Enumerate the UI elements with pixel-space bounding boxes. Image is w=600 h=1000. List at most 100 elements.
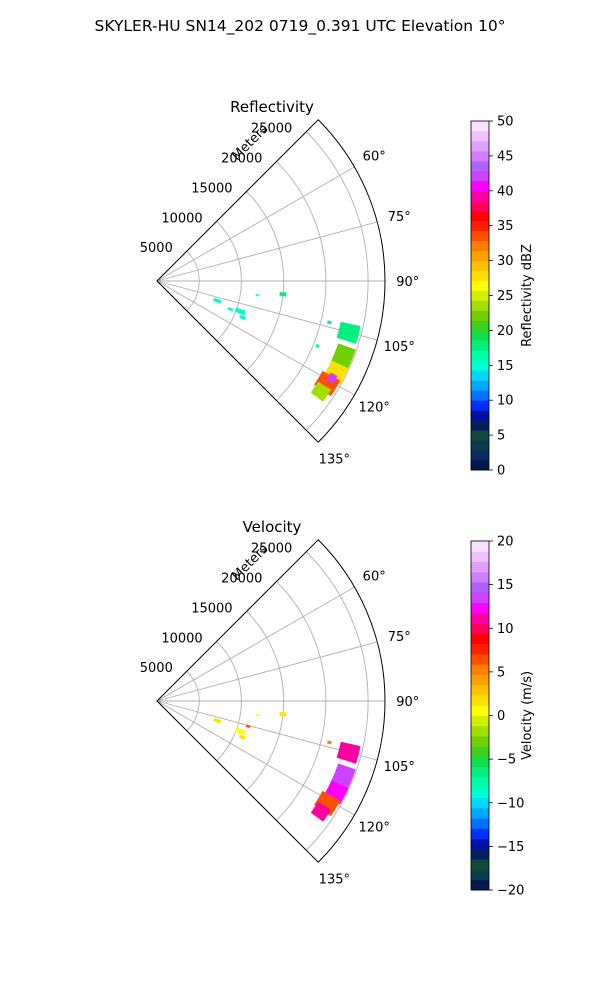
colorbar-swatch [471,561,489,573]
colorbar-swatch [471,777,489,788]
colorbar-reflectivity: 0 5 10 15 20 25 30 35 40 45 50 Reflectivity dBZ [470,115,535,479]
radar-echo [327,320,332,325]
colorbar-swatch [471,150,489,162]
colorbar-swatch [471,674,489,686]
colorbar-swatch [471,582,489,593]
colorbar-swatch [471,664,489,675]
colorbar-swatch [471,807,489,819]
theta-tick-label: 120° [359,400,390,415]
colorbar-swatch [471,210,489,222]
radar-echo [310,381,332,402]
radar-echo [239,314,246,320]
colorbar-swatch [471,602,489,614]
colorbar-tick-label: 20 [497,324,514,339]
colorbar-swatch [471,653,489,665]
colorbar-swatch [471,684,489,696]
colorbar-tick-label: 50 [497,115,514,130]
theta-tick-label: 75° [388,210,411,225]
colorbar-swatch [471,420,489,431]
radar-echo [234,727,246,736]
colorbar-swatch [471,736,489,747]
theta-tick-label: 60° [363,150,386,165]
r-tick-label: 15000 [191,181,232,196]
colorbar-swatch [471,180,489,192]
radar-echo [255,714,260,717]
radar-echo [239,734,246,740]
colorbar-swatch [471,170,489,182]
polar-spine [156,539,386,863]
colorbar-swatch [471,390,489,401]
colorbar-swatch [471,130,489,142]
colorbar-tick-label: 35 [497,219,514,234]
colorbar-swatch [471,592,489,603]
colorbar-swatch [471,571,489,583]
colorbar-swatch [471,797,489,809]
r-tick-label: 10000 [161,631,202,646]
panel-title-reflectivity: Reflectivity [230,98,314,116]
grid-spoke [156,166,355,282]
r-tick-label: 5000 [140,661,173,676]
colorbar-swatch [471,380,489,391]
theta-tick-label: 135° [319,872,350,887]
colorbar-swatch [471,370,489,381]
colorbar-swatch [471,360,489,371]
colorbar-swatch [471,612,489,624]
colorbar-swatch [471,766,489,778]
colorbar-swatch [471,787,489,799]
r-tick-label: 20000 [221,572,262,587]
colorbar-swatch [471,200,489,212]
theta-tick-label: 105° [384,340,415,355]
colorbar-swatch [471,848,489,860]
colorbar-swatch [471,310,489,321]
colorbar-swatch [471,440,489,451]
colorbar-swatch [471,160,489,172]
colorbar-swatch [471,240,489,252]
colorbar-swatch [471,460,489,471]
colorbar-swatch [471,140,489,152]
grid-spoke [156,641,378,702]
colorbar-swatch [471,280,489,291]
colorbar-tick-label: 20 [497,535,514,550]
colorbar-tick-label: 15 [497,578,514,593]
colorbar-swatch [471,633,489,645]
colorbar-tick-label: 10 [497,622,514,637]
r-tick-label: 15000 [191,601,232,616]
colorbar-swatch [471,828,489,840]
colorbar-swatch [471,756,489,768]
radar-echo [279,291,287,297]
r-tick-label: 20000 [221,152,262,167]
colorbar-swatch [471,270,489,281]
colorbar-tick-label: 45 [497,149,514,164]
theta-tick-label: 60° [363,570,386,585]
colorbar-swatch [471,623,489,634]
colorbar-tick-label: −15 [497,840,524,855]
colorbar-tick-label: 30 [497,254,514,269]
colorbar-swatch [471,541,489,552]
colorbar-tick-label: 10 [497,394,514,409]
colorbar-swatch [471,450,489,461]
radar-echo [327,740,332,745]
radar-echo [310,801,332,822]
colorbar-tick-label: −10 [497,796,524,811]
colorbar-tick-label: 25 [497,289,514,304]
colorbar-swatch [471,330,489,341]
colorbar-swatch [471,430,489,441]
colorbar-tick-label: 5 [497,665,505,680]
radar-echo [336,321,361,344]
colorbar-tick-label: 15 [497,359,514,374]
colorbar-swatch [471,715,489,727]
r-tick-label: 25000 [251,122,292,137]
r-tick-label: 5000 [140,241,173,256]
figure-suptitle: SKYLER-HU SN14_202 0719_0.391 UTC Elevat… [95,17,506,36]
radar-echo [314,790,341,817]
colorbar-swatch [471,551,489,562]
panel-reflectivity: Reflectivity 500010000150002000025000Met… [140,98,535,479]
colorbar-swatch [471,694,489,706]
radar-echo [315,343,320,348]
colorbar-tick-label: 0 [497,709,505,724]
colorbar-tick-label: −5 [497,753,516,768]
theta-tick-label: 90° [396,275,419,290]
